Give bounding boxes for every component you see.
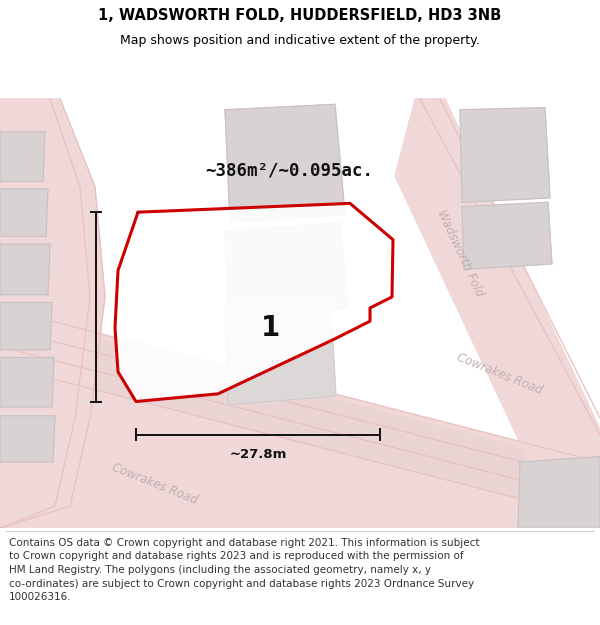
- Polygon shape: [0, 99, 105, 528]
- Polygon shape: [0, 357, 54, 407]
- Polygon shape: [0, 308, 600, 528]
- Text: Contains OS data © Crown copyright and database right 2021. This information is : Contains OS data © Crown copyright and d…: [9, 538, 479, 602]
- Text: 1: 1: [260, 314, 280, 342]
- Polygon shape: [225, 223, 348, 317]
- Text: ~21.6m: ~21.6m: [70, 278, 83, 336]
- Polygon shape: [0, 302, 52, 350]
- Text: Cowrakes Road: Cowrakes Road: [455, 351, 545, 397]
- Text: ~386m²/~0.095ac.: ~386m²/~0.095ac.: [205, 161, 373, 179]
- Polygon shape: [395, 99, 600, 528]
- Polygon shape: [460, 107, 550, 202]
- Polygon shape: [0, 350, 600, 519]
- Text: ~27.8m: ~27.8m: [229, 448, 287, 461]
- Polygon shape: [0, 244, 50, 295]
- Text: Cowrakes Road: Cowrakes Road: [110, 461, 200, 508]
- Polygon shape: [0, 341, 600, 528]
- Polygon shape: [0, 332, 600, 502]
- Polygon shape: [225, 295, 336, 405]
- Polygon shape: [115, 203, 393, 401]
- Text: Map shows position and indicative extent of the property.: Map shows position and indicative extent…: [120, 34, 480, 47]
- Polygon shape: [518, 457, 600, 528]
- Polygon shape: [462, 202, 552, 269]
- Text: Wadsworth Fold: Wadsworth Fold: [434, 208, 486, 298]
- Polygon shape: [0, 314, 600, 484]
- Text: 1, WADSWORTH FOLD, HUDDERSFIELD, HD3 3NB: 1, WADSWORTH FOLD, HUDDERSFIELD, HD3 3NB: [98, 8, 502, 23]
- Polygon shape: [0, 416, 55, 462]
- Polygon shape: [225, 104, 345, 222]
- Polygon shape: [0, 189, 48, 236]
- Polygon shape: [0, 132, 45, 181]
